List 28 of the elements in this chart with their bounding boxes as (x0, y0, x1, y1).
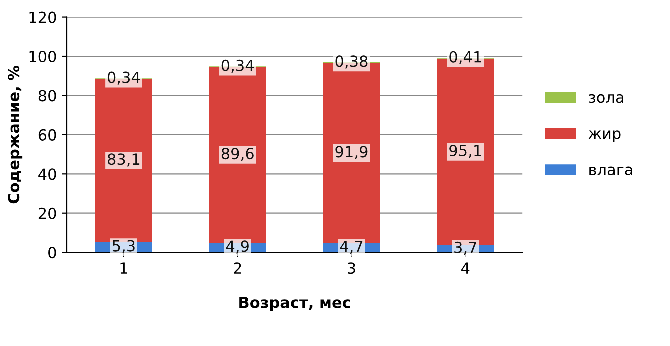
y-tick-label: 80 (38, 90, 56, 102)
data-label: 0,34 (222, 60, 254, 73)
y-tick-label: 20 (38, 208, 56, 220)
data-label: 4,7 (340, 241, 363, 254)
data-label: 95,1 (450, 144, 482, 158)
data-label: 4,9 (226, 240, 249, 254)
y-tick-label: 40 (38, 168, 56, 180)
x-tick-label: 2 (234, 262, 242, 274)
data-label: 0,41 (450, 51, 482, 64)
x-tick-label: 3 (348, 262, 356, 274)
legend-label: жир (588, 130, 621, 142)
x-tick-label: 4 (462, 262, 470, 274)
x-axis-title: Возраст, мес (240, 297, 350, 312)
y-tick-label: 120 (30, 12, 56, 24)
y-axis-title: Содержание, % (8, 66, 23, 204)
data-label: 0,34 (108, 72, 140, 85)
data-label: 83,1 (108, 154, 140, 167)
legend-label: зола (589, 94, 624, 104)
y-tick-label: 0 (48, 247, 56, 259)
data-label: 3,7 (454, 242, 476, 255)
legend-label: влага (590, 166, 632, 176)
data-label: 0,38 (336, 56, 368, 69)
y-tick-label: 60 (38, 129, 56, 141)
y-tick-label: 100 (30, 50, 56, 63)
data-label: 5,3 (112, 240, 135, 254)
data-label: 89,6 (222, 148, 254, 162)
x-tick-label: 1 (120, 262, 128, 274)
data-label: 91,9 (336, 146, 368, 160)
